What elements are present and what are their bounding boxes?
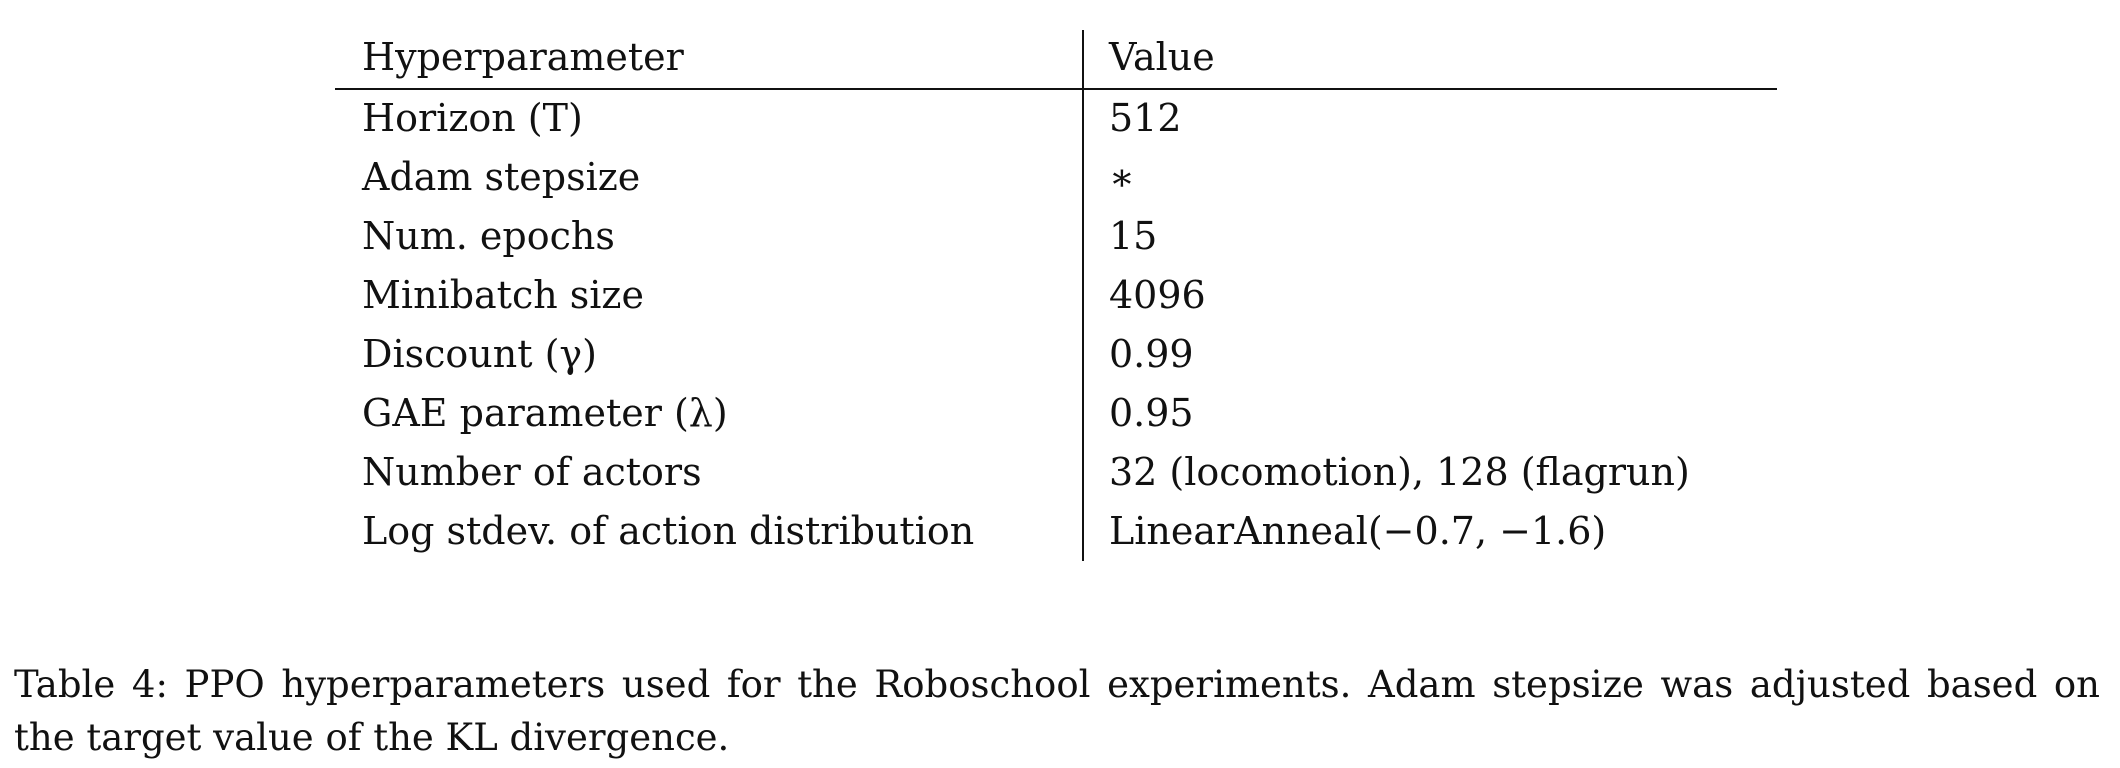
row-parameter-value: 0.99 xyxy=(1109,332,1194,376)
row-parameter-value: LinearAnneal(−0.7, −1.6) xyxy=(1109,509,1607,553)
table-caption: Table 4: PPO hyperparameters used for th… xyxy=(14,663,2100,759)
row-parameter-name: Log stdev. of action distribution xyxy=(362,509,975,553)
row-parameter-name: Adam stepsize xyxy=(362,155,641,199)
row-parameter-value: ∗ xyxy=(1109,155,1135,199)
hyperparameter-table: Hyperparameter Value Horizon (T) 512 Adam st… xyxy=(335,30,1777,561)
header-value: Value xyxy=(1109,35,1215,79)
header-hyperparameter: Hyperparameter xyxy=(362,35,684,79)
row-parameter-value: 4096 xyxy=(1109,273,1206,317)
row-parameter-name: Horizon (T) xyxy=(362,96,583,140)
column-divider xyxy=(1082,30,1084,561)
row-parameter-name: Minibatch size xyxy=(362,273,644,317)
row-parameter-value: 512 xyxy=(1109,96,1182,140)
row-parameter-value: 32 (locomotion), 128 (flagrun) xyxy=(1109,450,1690,494)
row-parameter-name: Num. epochs xyxy=(362,214,615,258)
header-rule xyxy=(335,88,1777,90)
row-parameter-name: GAE parameter (λ) xyxy=(362,391,728,435)
row-parameter-value: 15 xyxy=(1109,214,1158,258)
row-parameter-value: 0.95 xyxy=(1109,391,1194,435)
row-parameter-name: Discount (γ) xyxy=(362,332,597,376)
row-parameter-name: Number of actors xyxy=(362,450,702,494)
